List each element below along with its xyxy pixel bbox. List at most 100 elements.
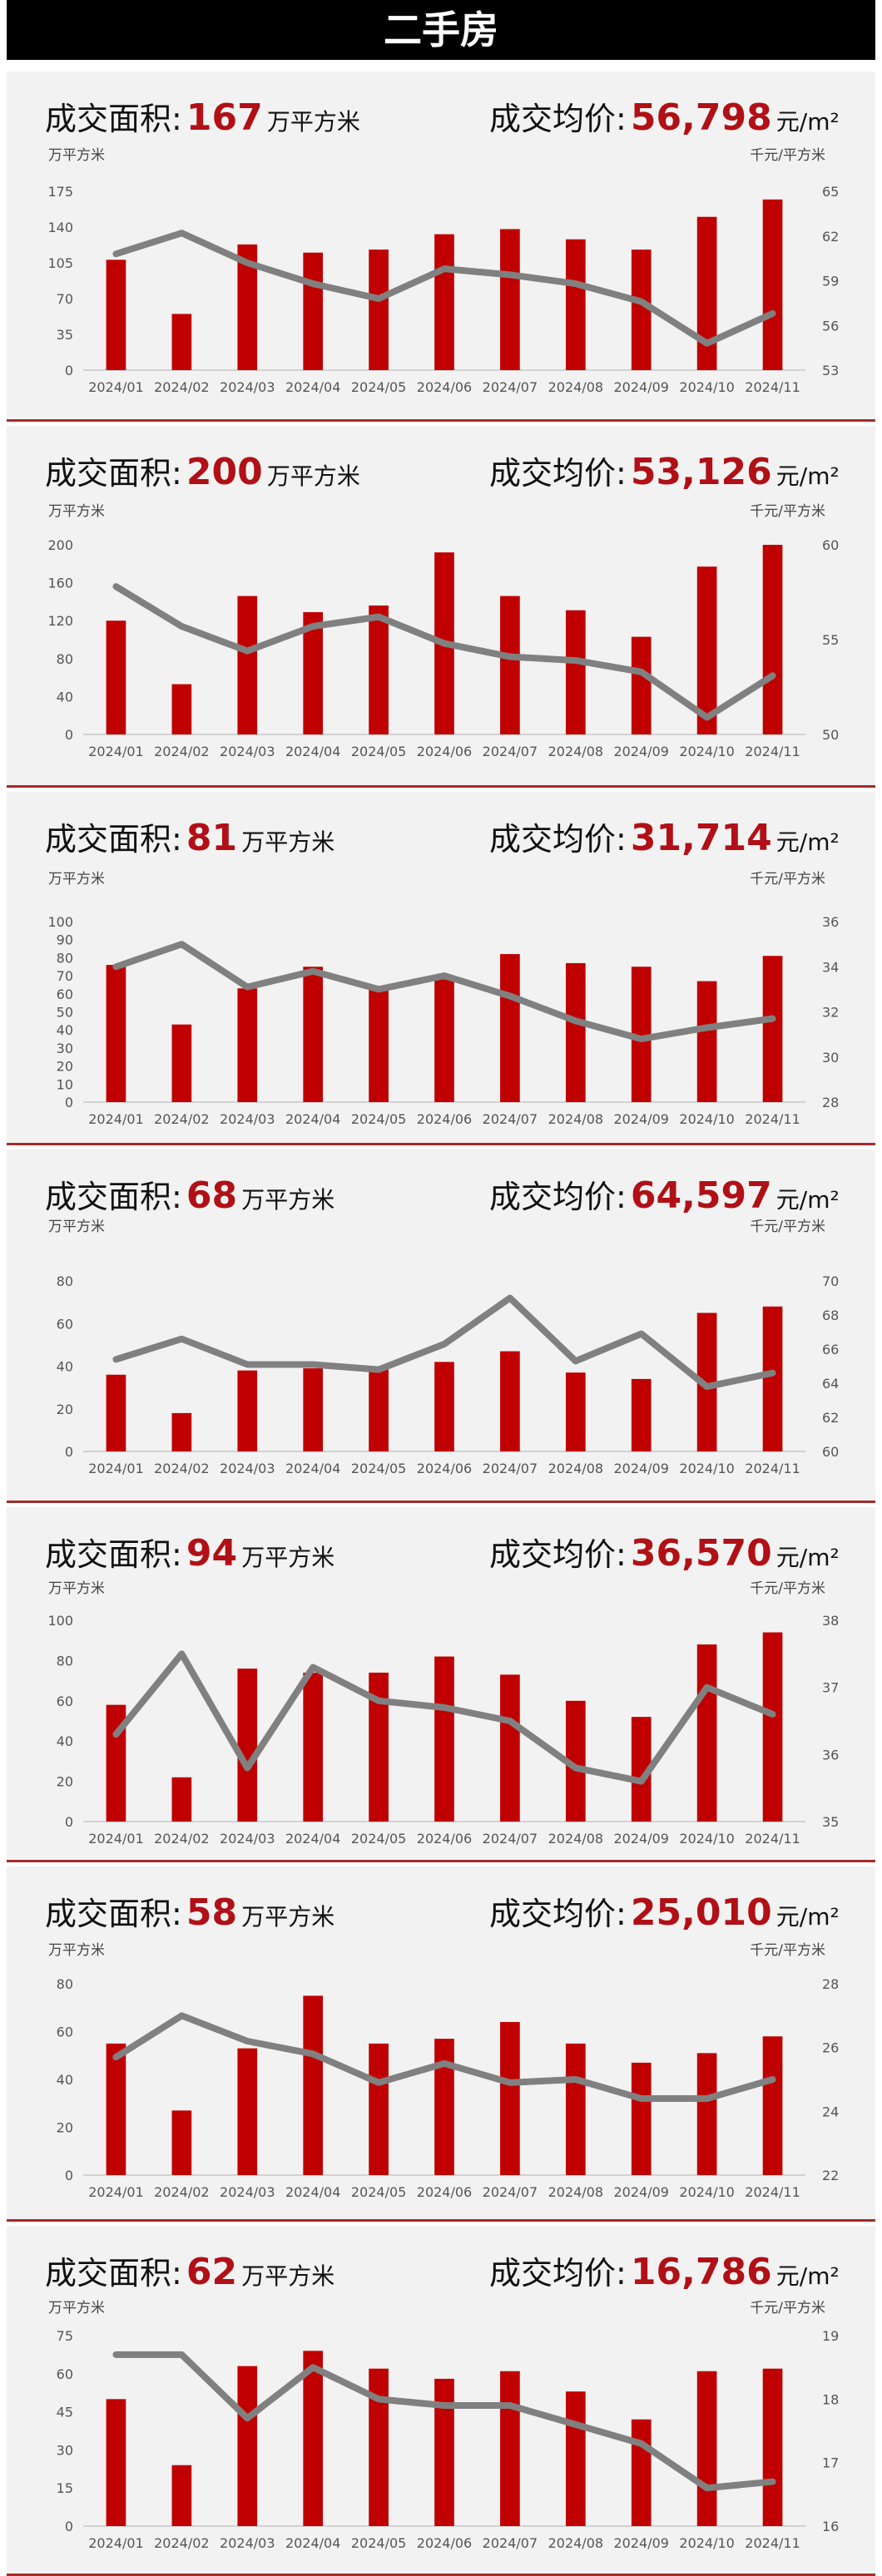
price-value: 53,126	[630, 451, 772, 493]
price-value: 56,798	[630, 96, 772, 139]
category-label: 2024/07	[483, 744, 538, 759]
price-label: 成交均价:	[489, 1179, 627, 1215]
category-label: 2024/07	[483, 1831, 538, 1847]
area-bar	[237, 1669, 258, 1822]
category-label: 2024/11	[745, 744, 800, 759]
left-tick-label: 0	[65, 1444, 73, 1460]
area-bar	[762, 2368, 783, 2526]
right-tick-label: 35	[822, 1814, 839, 1830]
area-bar	[171, 1024, 192, 1102]
area-bar	[762, 2036, 783, 2175]
left-tick-label: 60	[57, 986, 73, 1002]
left-tick-label: 15	[57, 2480, 73, 2496]
area-bar	[303, 967, 324, 1102]
left-tick-label: 0	[65, 1814, 73, 1830]
area-bar	[631, 636, 652, 734]
area-bar	[565, 1700, 586, 1822]
left-tick-label: 0	[65, 1095, 73, 1110]
bar-line-chart: 万平方米 千元/平方米 0 35 70 105 140 175 53 56 59 62 65 2024/0…	[47, 147, 839, 395]
category-label: 2024/02	[154, 2184, 209, 2200]
price-value: 31,714	[630, 817, 772, 859]
left-tick-label: 30	[57, 1041, 73, 1056]
area-value: 68	[186, 1174, 238, 1217]
category-label: 2024/07	[483, 379, 538, 395]
area-value: 62	[186, 2251, 238, 2293]
price-header: 成交均价: 25,010 元/m²	[489, 1888, 840, 1934]
area-bar	[762, 956, 783, 1102]
area-bar	[565, 239, 586, 370]
area-value: 167	[186, 96, 263, 139]
area-bar	[434, 2039, 454, 2175]
area-bar	[106, 1704, 126, 1822]
area-label: 成交面积:	[45, 455, 182, 492]
category-label: 2024/05	[351, 1831, 406, 1847]
area-header: 成交面积: 94 万平方米	[45, 1529, 334, 1575]
right-axis-unit: 千元/平方米	[750, 147, 825, 164]
price-unit: 元/m²	[775, 1186, 840, 1214]
area-bar	[106, 2399, 126, 2526]
left-tick-label: 30	[57, 2442, 73, 2458]
area-header: 成交面积: 62 万平方米	[45, 2247, 334, 2293]
price-line	[112, 230, 776, 347]
left-tick-label: 0	[65, 2168, 73, 2183]
right-tick-label: 70	[822, 1273, 839, 1289]
category-label: 2024/04	[285, 2184, 340, 2200]
right-axis-unit: 千元/平方米	[750, 503, 825, 520]
category-label: 2024/05	[351, 379, 406, 395]
area-bar	[434, 234, 454, 370]
area-header: 成交面积: 58 万平方米	[45, 1888, 334, 1934]
right-tick-label: 19	[822, 2328, 839, 2344]
right-tick-label: 36	[822, 914, 839, 930]
left-tick-label: 80	[57, 1976, 73, 1992]
area-bar	[696, 981, 717, 1102]
category-label: 2024/09	[613, 1831, 668, 1847]
price-unit: 元/m²	[775, 1544, 840, 1571]
area-bar	[106, 260, 126, 370]
area-bar	[500, 954, 520, 1102]
price-header: 成交均价: 64,597 元/m²	[489, 1171, 840, 1217]
bar-line-chart: 万平方米 千元/平方米 0 20 40 60 80 60 62 64 66 68 70 2024/01 20…	[48, 1219, 839, 1476]
left-tick-label: 60	[57, 2366, 73, 2382]
area-label: 成交面积:	[45, 2255, 182, 2292]
category-label: 2024/05	[351, 2184, 406, 2200]
right-tick-label: 28	[822, 1095, 839, 1110]
left-tick-label: 200	[47, 537, 73, 553]
area-bar	[237, 2048, 258, 2175]
area-bar	[631, 2062, 652, 2175]
category-label: 2024/03	[220, 1831, 275, 1847]
category-label: 2024/10	[679, 744, 734, 759]
category-label: 2024/02	[154, 1461, 209, 1476]
price-value: 16,786	[630, 2251, 772, 2293]
category-label: 2024/07	[483, 2535, 538, 2551]
left-tick-label: 80	[57, 651, 73, 667]
area-bar	[762, 199, 783, 370]
left-tick-label: 60	[57, 2025, 73, 2040]
price-line	[112, 2012, 776, 2102]
area-bar	[696, 566, 717, 734]
area-bar	[434, 1656, 454, 1822]
price-unit: 元/m²	[775, 2262, 840, 2290]
category-label: 2024/06	[417, 1111, 472, 1127]
right-tick-label: 30	[822, 1050, 839, 1066]
category-label: 2024/09	[613, 744, 668, 759]
left-axis-unit: 万平方米	[48, 147, 105, 164]
left-axis-unit: 万平方米	[48, 2300, 105, 2316]
category-label: 2024/08	[548, 379, 603, 395]
category-label: 2024/08	[548, 1461, 603, 1476]
left-tick-label: 0	[65, 363, 73, 378]
right-tick-label: 37	[822, 1680, 839, 1696]
bar-line-chart: 万平方米 千元/平方米 0 20 40 60 80 100 35 36 37 38 2024/01 202…	[47, 1580, 839, 1847]
price-unit: 元/m²	[775, 1903, 840, 1931]
market-chart-panel: 万平方米 千元/平方米 0 10 20 30 40 50 60 70 80 90 100 28 30 32 34…	[7, 792, 875, 1145]
category-label: 2024/10	[679, 1111, 734, 1127]
right-axis-unit: 千元/平方米	[750, 2300, 825, 2316]
right-tick-label: 68	[822, 1308, 839, 1323]
right-tick-label: 36	[822, 1747, 839, 1763]
area-header: 成交面积: 68 万平方米	[45, 1171, 334, 1217]
area-bar	[631, 967, 652, 1102]
category-label: 2024/09	[613, 2184, 668, 2200]
right-tick-label: 22	[822, 2168, 839, 2183]
category-label: 2024/04	[285, 1461, 340, 1476]
area-bar	[369, 1672, 389, 1822]
area-bar	[762, 545, 783, 734]
